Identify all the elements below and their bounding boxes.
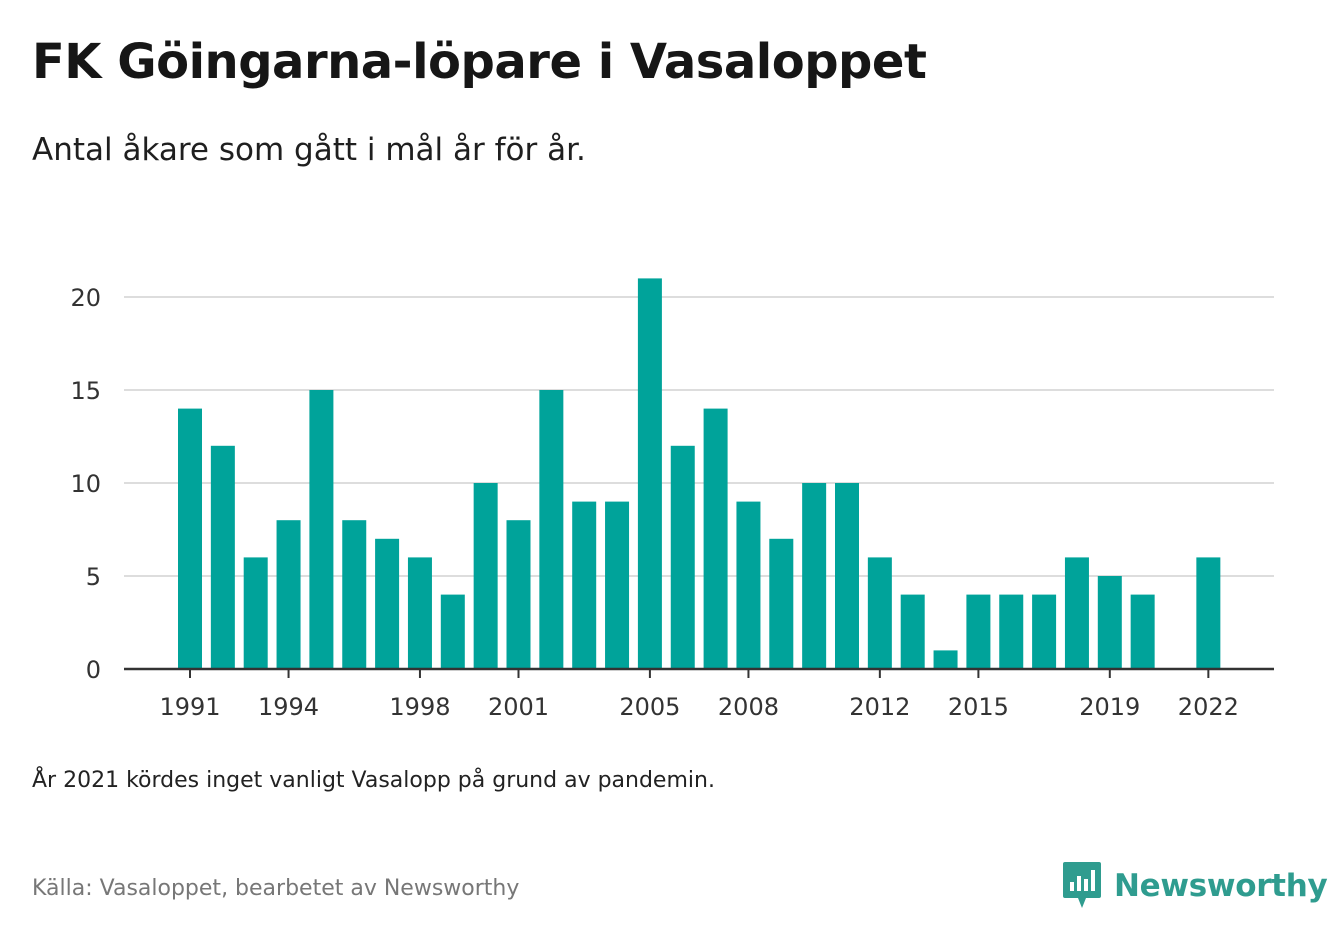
chart-note: År 2021 kördes inget vanligt Vasalopp på… xyxy=(32,768,715,793)
bar-2022 xyxy=(1196,557,1221,669)
newsworthy-logo-text: Newsworthy xyxy=(1114,868,1328,904)
bar-1997 xyxy=(375,538,400,669)
newsworthy-logo-icon xyxy=(1063,862,1101,908)
bar-2009 xyxy=(769,538,794,669)
bar-2000 xyxy=(473,483,498,669)
bar-2004 xyxy=(605,501,630,669)
bar-2008 xyxy=(736,501,761,669)
chart-title: FK Göingarna-löpare i Vasaloppet xyxy=(32,34,927,90)
x-tick-label: 1991 xyxy=(159,693,220,721)
bar-2007 xyxy=(703,408,728,669)
x-tick-label: 2015 xyxy=(948,693,1009,721)
bar-2002 xyxy=(539,390,564,669)
bar-2017 xyxy=(1032,594,1057,669)
bar-2010 xyxy=(802,483,827,669)
bar-1999 xyxy=(440,594,465,669)
x-tick-label: 1998 xyxy=(389,693,450,721)
source-text: Källa: Vasaloppet, bearbetet av Newswort… xyxy=(32,876,520,901)
bar-chart: 0 5 10 15 20 1991 1994 1998 2001 2005 2008 2012 2015… xyxy=(70,278,1274,721)
x-tick-label: 2005 xyxy=(619,693,680,721)
bar-1993 xyxy=(243,557,268,669)
bar-2006 xyxy=(670,445,695,669)
bar-1994 xyxy=(276,520,301,669)
bar-1992 xyxy=(210,445,235,669)
bar-1991 xyxy=(178,408,202,669)
newsworthy-logo: Newsworthy xyxy=(1062,860,1328,912)
bar-2001 xyxy=(506,520,531,669)
y-tick-label: 0 xyxy=(86,656,101,684)
bar-2013 xyxy=(900,594,925,669)
bar-2020 xyxy=(1130,594,1155,669)
bars xyxy=(178,278,1221,669)
x-tick-label: 1994 xyxy=(258,693,319,721)
bar-2005 xyxy=(637,278,662,669)
x-tick-label: 2022 xyxy=(1178,693,1239,721)
axes: 0 5 10 15 20 1991 1994 1998 2001 2005 2008 2012 2015… xyxy=(70,284,1274,721)
x-tick-label: 2012 xyxy=(849,693,910,721)
x-tick-label: 2019 xyxy=(1079,693,1140,721)
y-tick-label: 20 xyxy=(70,284,101,312)
bar-2016 xyxy=(999,594,1024,669)
bar-2011 xyxy=(835,483,859,669)
bar-2014 xyxy=(933,650,958,669)
bar-1995 xyxy=(309,390,334,669)
y-tick-label: 10 xyxy=(70,470,101,498)
bar-2019 xyxy=(1097,576,1122,669)
y-tick-label: 5 xyxy=(86,563,101,591)
bar-1998 xyxy=(407,557,432,669)
bar-2018 xyxy=(1064,557,1089,669)
y-tick-label: 15 xyxy=(70,377,101,405)
x-tick-label: 2001 xyxy=(488,693,549,721)
bar-2012 xyxy=(867,557,892,669)
chart-subtitle: Antal åkare som gått i mål år för år. xyxy=(32,132,586,168)
bar-1996 xyxy=(342,520,367,669)
bar-2015 xyxy=(966,594,991,669)
x-tick-label: 2008 xyxy=(718,693,779,721)
bar-2003 xyxy=(572,501,597,669)
